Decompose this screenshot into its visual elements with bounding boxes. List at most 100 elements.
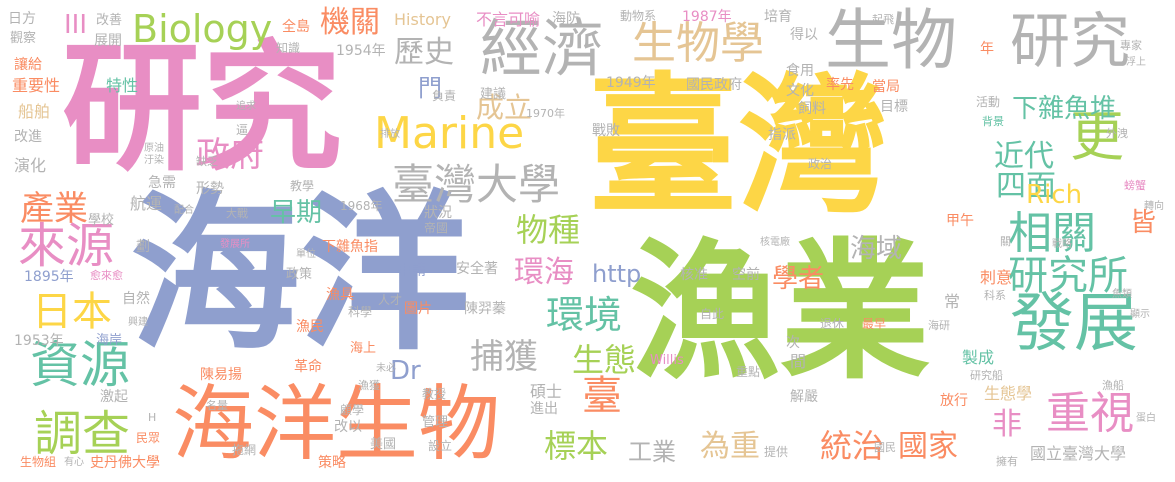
word-fangxing: 放行	[940, 393, 968, 409]
word-y1895: 1895年	[24, 269, 74, 285]
word-haiyang: 海洋	[130, 176, 471, 374]
word-dongwuxi: 動物系	[620, 9, 657, 23]
word-gaishan: 改善	[96, 13, 123, 28]
word-jinchu: 進出	[530, 401, 558, 417]
word-tigong: 提供	[764, 445, 789, 459]
word-xuezhe: 學者	[772, 264, 825, 294]
word-waixie: 外洩	[1106, 127, 1128, 140]
word-fei: 非	[992, 407, 1022, 442]
word-hezhun: 核准	[680, 267, 708, 283]
word-haiyang-shengwu: 海洋生物	[172, 377, 501, 472]
word-sheli: 設立	[428, 439, 453, 453]
word-tuiti: 退休	[820, 317, 845, 331]
word-dangju: 當局	[872, 79, 900, 95]
word-jiqi: 激起	[100, 389, 128, 405]
word-paifang: 排放	[380, 129, 400, 140]
word-mingliang: 名量	[206, 399, 228, 412]
word-guan: 關	[1000, 235, 1011, 248]
word-texing: 特性	[106, 76, 139, 95]
word-xiazayu: 下雜魚堆	[1012, 94, 1117, 124]
word-tai: 臺	[582, 373, 622, 419]
word-gaijin: 改進	[14, 129, 42, 145]
word-queshao: 缺乏	[196, 155, 218, 168]
word-shishi: 碩士	[530, 382, 563, 401]
word-H: H	[148, 411, 157, 424]
word-y1953: 1953年	[14, 333, 64, 349]
word-buyan: 不言可喻	[476, 10, 541, 29]
word-jianyi: 建議	[480, 87, 507, 102]
word-deyi: 得以	[790, 27, 818, 43]
word-yanjiu: 研究	[62, 28, 343, 191]
word-jiaoshou: 教授	[422, 387, 447, 401]
word-zuizao: 最早	[862, 317, 887, 331]
word-rich: Rich	[1026, 180, 1083, 210]
word-jie: 皆	[1130, 208, 1157, 238]
word-danwei: 單位	[296, 249, 316, 260]
word-taiwan: 臺灣	[588, 60, 889, 234]
word-guomin: 國民政府	[686, 77, 742, 93]
word-y1968: 1968年	[340, 199, 383, 213]
word-shenqing: 申請	[398, 263, 426, 279]
word-dazhan: 大戰	[226, 207, 248, 220]
word-yanhua: 演化	[14, 156, 47, 175]
word-geng: 更	[1070, 105, 1124, 168]
word-diaocha: 調查	[34, 406, 131, 462]
word-rencai: 人才	[378, 293, 403, 307]
word-biology: Biology	[132, 7, 273, 51]
word-zhongdian: 重點	[736, 365, 761, 379]
word-kexue: 科學	[348, 305, 373, 319]
word-xingshi: 形勢	[196, 181, 224, 197]
word-xianshi: 顯示	[1130, 309, 1150, 320]
word-xiangguan: 相關	[1008, 208, 1096, 259]
word-peiyu: 培育	[764, 9, 792, 25]
word-xuexiao: 學校	[88, 213, 115, 228]
word-jiqiu: 急需	[148, 175, 176, 191]
word-chenyiyang: 陳易揚	[200, 367, 242, 383]
word-wuzhong: 物種	[516, 211, 581, 249]
word-bi: 逼	[236, 123, 249, 137]
word-tupian: 圖片	[404, 301, 432, 317]
word-taiwan-daxue: 臺灣大學	[392, 160, 561, 209]
word-shuaixian: 率先	[826, 77, 854, 93]
word-fuwu: 浮上	[1126, 57, 1146, 68]
word-guojia: 國家	[898, 429, 958, 464]
word-marine: Marine	[374, 108, 525, 159]
word-men: 門	[418, 74, 442, 102]
word-diguo: 帝國	[424, 221, 449, 235]
word-guomin2: 國民	[874, 441, 896, 454]
word-yuhuo: 愈來愈	[90, 269, 123, 282]
word-yanjiusuo: 研究所	[1008, 253, 1128, 299]
word-zhongyaoxing: 重要性	[12, 76, 61, 95]
word-qifei: 起飛	[872, 13, 894, 26]
word-peihe: 配合	[174, 205, 194, 216]
word-tuowang: 拖網	[232, 443, 257, 457]
word-jiaoxue: 教學	[290, 179, 315, 193]
word-jiguan: 機關	[320, 5, 380, 40]
word-zhanlue: 戰略	[1052, 239, 1072, 250]
word-wenhua: 文化	[786, 83, 814, 99]
word-lishi: 歷史	[394, 35, 454, 70]
word-zhankai: 展開	[94, 33, 122, 49]
word-faxian: 發展所	[220, 239, 250, 250]
word-zhongshi: 重視	[1046, 388, 1134, 439]
word-huanhai: 環海	[514, 255, 574, 290]
word-zhuangkuang: 狀況	[424, 205, 452, 221]
word-yuye: 漁業	[630, 226, 931, 400]
word-ziyuan: 資源	[30, 336, 130, 394]
word-shengwu: 生物	[825, 2, 957, 79]
word-youxin: 有心	[64, 457, 84, 468]
word-mubiao: 目標	[880, 99, 908, 115]
word-history: History	[394, 10, 451, 29]
word-hanji: 漁獲	[358, 379, 380, 392]
word-xinggong: 興建	[128, 317, 148, 328]
word-y1949: 1949年	[606, 75, 656, 91]
word-shidanfo: 史丹佛大學	[90, 455, 160, 471]
word-hangyun: 航運	[130, 194, 163, 213]
word-quandao: 全島	[282, 19, 310, 35]
word-fuze: 負責	[432, 89, 457, 103]
word-meiguo: 美國	[370, 437, 397, 452]
word-zhuanjia: 專家	[1120, 39, 1142, 52]
word-hezi: 核電廠	[760, 237, 790, 248]
word-laiyuan: 來源	[18, 218, 115, 274]
word-weizhong: 為重	[700, 429, 760, 464]
